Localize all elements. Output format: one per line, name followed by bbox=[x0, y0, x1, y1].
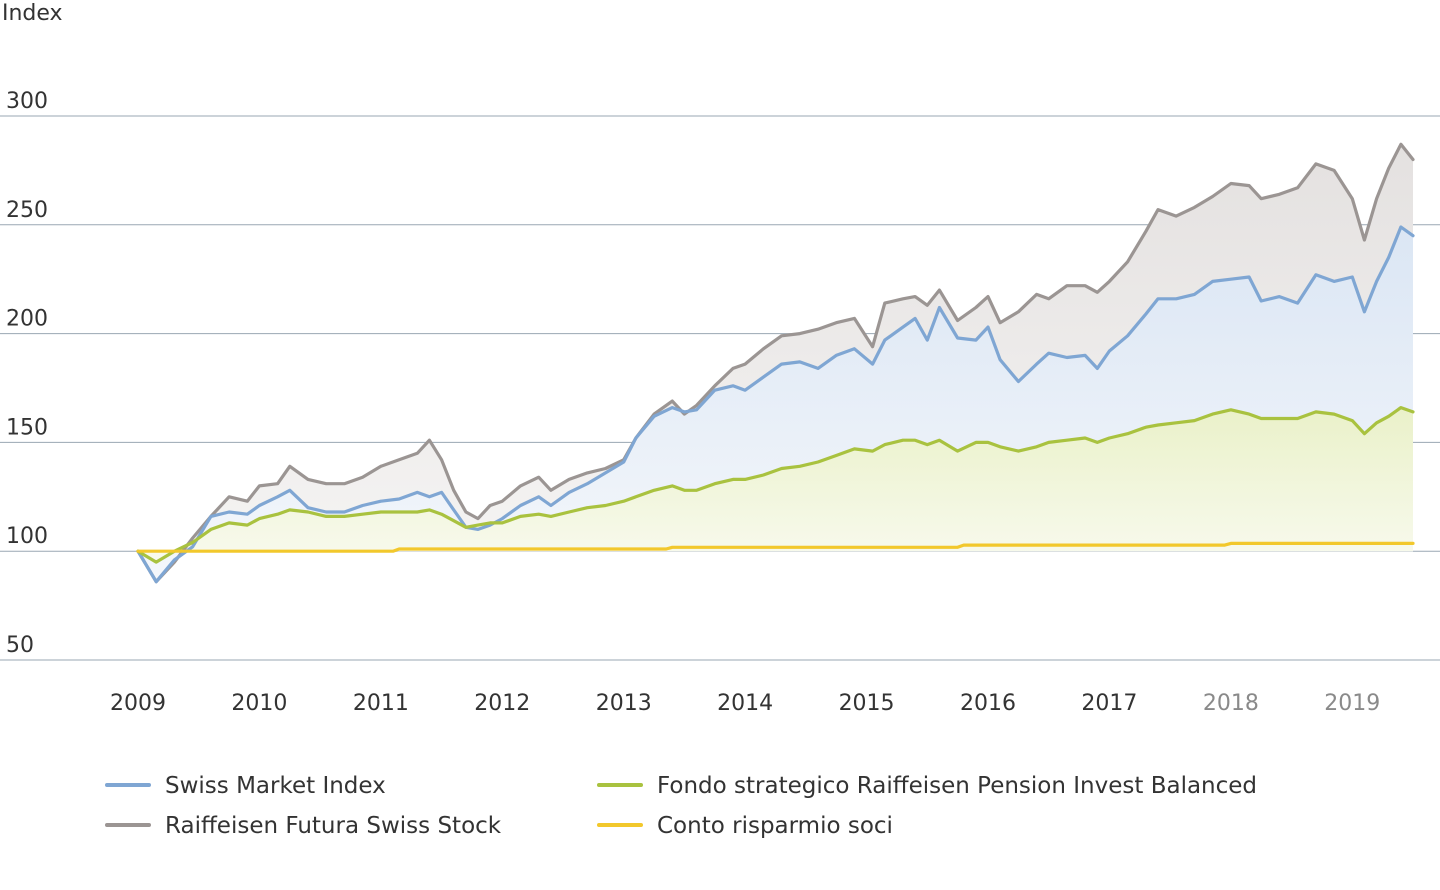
x-tick-label: 2017 bbox=[1081, 691, 1137, 716]
x-tick-label: 2016 bbox=[960, 691, 1016, 716]
legend: Swiss Market Index Raiffeisen Futura Swi… bbox=[105, 773, 1257, 839]
x-tick-label: 2013 bbox=[596, 691, 652, 716]
legend-label-savings: Conto risparmio soci bbox=[657, 813, 893, 839]
legend-label-smi: Swiss Market Index bbox=[165, 773, 386, 799]
x-tick-label: 2014 bbox=[717, 691, 773, 716]
x-tick-label: 2010 bbox=[231, 691, 287, 716]
y-tick-label: 150 bbox=[6, 415, 48, 440]
series-line bbox=[136, 225, 1415, 584]
x-tick-label: 2012 bbox=[474, 691, 530, 716]
legend-label-futura: Raiffeisen Futura Swiss Stock bbox=[165, 813, 502, 839]
x-tick-label: 2009 bbox=[110, 691, 166, 716]
series-lines bbox=[136, 142, 1415, 584]
series-line bbox=[136, 541, 1415, 553]
y-tick-label: 250 bbox=[6, 198, 48, 223]
x-tick-label: 2015 bbox=[839, 691, 895, 716]
y-tick-label: 100 bbox=[6, 524, 48, 549]
y-tick-label: 300 bbox=[6, 89, 48, 114]
x-tick-label: 2018 bbox=[1203, 691, 1259, 716]
series-line bbox=[136, 406, 1415, 564]
x-axis-ticks: 2009 2010 2011 2012 2013 2014 2015 2016 2017 2018… bbox=[110, 691, 1380, 716]
x-tick-label: 2019 bbox=[1324, 691, 1380, 716]
y-tick-label: 50 bbox=[6, 633, 34, 658]
y-axis-title: Index bbox=[2, 1, 63, 26]
x-tick-label: 2011 bbox=[353, 691, 409, 716]
y-tick-label: 200 bbox=[6, 307, 48, 332]
legend-label-pension: Fondo strategico Raiffeisen Pension Inve… bbox=[657, 773, 1257, 799]
y-axis-ticks: 300 250 200 150 100 50 bbox=[6, 89, 48, 658]
series-line bbox=[136, 142, 1415, 584]
